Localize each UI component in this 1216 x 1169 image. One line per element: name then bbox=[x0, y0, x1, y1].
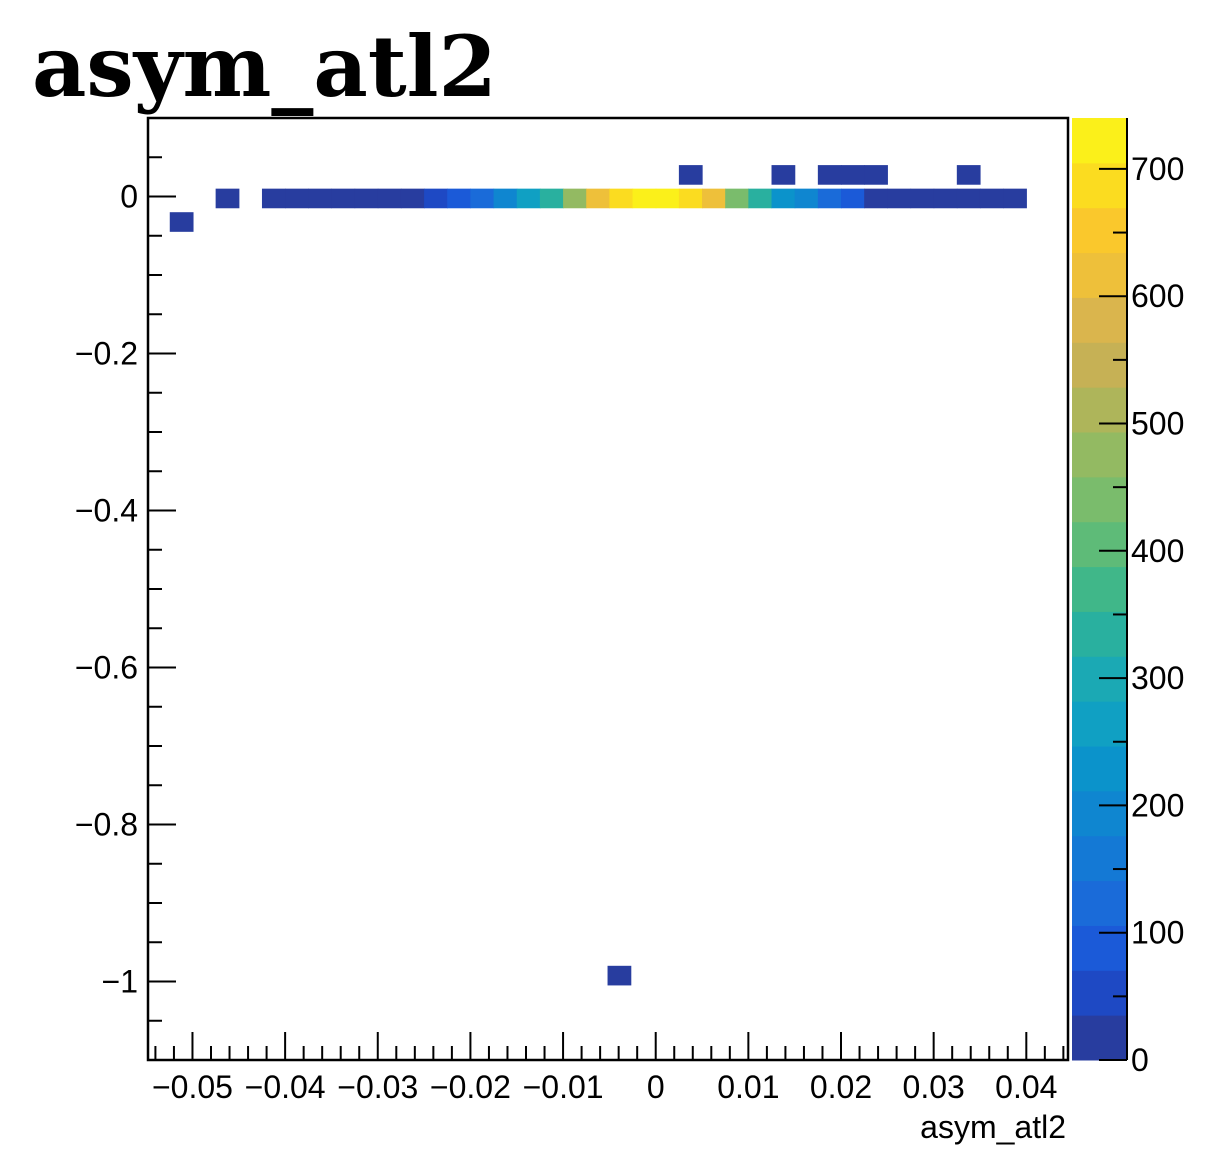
palette-tick-label: 500 bbox=[1131, 406, 1184, 442]
heatmap-cell-28 bbox=[864, 188, 888, 209]
heatmap-cell-36 bbox=[771, 165, 796, 185]
x-tick-label: 0.04 bbox=[995, 1069, 1057, 1105]
palette-band-20 bbox=[1072, 118, 1127, 164]
y-tick-label: −0.4 bbox=[75, 493, 138, 529]
y-tick-label: −0.2 bbox=[75, 336, 138, 372]
chart-title: asym_atl2 bbox=[32, 17, 497, 116]
heatmap-cell-37 bbox=[817, 165, 842, 185]
y-tick-label: −1 bbox=[102, 964, 138, 1000]
x-axis: −0.05 −0.04 −0.03 −0.02 −0.01 0 0.01 0.02 0.03 0.… bbox=[152, 1032, 1065, 1105]
heatmap-cell-29 bbox=[887, 188, 912, 209]
heatmap-cell-2 bbox=[261, 188, 286, 209]
palette-tick-label: 400 bbox=[1131, 533, 1184, 569]
heatmap-cell-24 bbox=[771, 188, 796, 209]
palette-band-7 bbox=[1072, 701, 1127, 747]
heatmap-cell-18 bbox=[632, 188, 657, 209]
x-tick-label: −0.02 bbox=[430, 1069, 511, 1105]
palette-band-1 bbox=[1072, 970, 1127, 1016]
heatmap-cell-21 bbox=[702, 188, 726, 209]
heatmap-cell-26 bbox=[817, 188, 842, 209]
x-axis-label: asym_atl2 bbox=[920, 1109, 1066, 1145]
palette-band-18 bbox=[1072, 207, 1127, 254]
palette-band-11 bbox=[1072, 521, 1127, 568]
palette-band-3 bbox=[1072, 880, 1127, 926]
heatmap-cell-38 bbox=[841, 165, 865, 185]
heatmap-cell-27 bbox=[841, 188, 865, 209]
heatmap-cell-10 bbox=[447, 188, 472, 209]
heatmap-cell-32 bbox=[956, 188, 981, 209]
heatmap-cell-14 bbox=[539, 188, 564, 209]
y-axis-label-group: asym_atl1 bbox=[22, 118, 55, 255]
heatmap-cell-41 bbox=[607, 965, 632, 986]
palette-tick-label: 700 bbox=[1131, 151, 1184, 187]
y-tick-label: 0 bbox=[120, 179, 138, 215]
heatmap-cell-19 bbox=[655, 188, 680, 209]
palette-band-9 bbox=[1072, 611, 1127, 657]
heatmap-cell-35 bbox=[678, 165, 703, 185]
plot-frame bbox=[146, 116, 1070, 1062]
palette-band-4 bbox=[1072, 835, 1127, 882]
heatmap-cell-3 bbox=[285, 188, 309, 209]
y-axis: 0 −0.2 −0.4 −0.6 −0.8 −1 bbox=[75, 117, 176, 1061]
heatmap-cell-13 bbox=[516, 188, 541, 209]
palette-band-6 bbox=[1072, 746, 1127, 792]
x-tick-label: 0.03 bbox=[903, 1069, 965, 1105]
heatmap-cell-31 bbox=[933, 188, 958, 209]
x-tick-label: 0 bbox=[647, 1069, 665, 1105]
heatmap-cell-17 bbox=[609, 188, 634, 209]
heatmap-cell-8 bbox=[400, 188, 425, 209]
heatmap-cell-34 bbox=[1003, 188, 1027, 209]
heatmap-cell-12 bbox=[493, 188, 518, 209]
palette-tick-label: 0 bbox=[1131, 1042, 1149, 1078]
palette-band-14 bbox=[1072, 387, 1127, 433]
palette-band-5 bbox=[1072, 790, 1127, 837]
palette-band-17 bbox=[1072, 252, 1127, 298]
heatmap-cell-16 bbox=[586, 188, 610, 209]
x-tick-label: −0.05 bbox=[152, 1069, 233, 1105]
x-tick-label: −0.04 bbox=[245, 1069, 326, 1105]
heatmap-cell-23 bbox=[748, 188, 773, 209]
heatmap-cell-1 bbox=[215, 188, 240, 209]
palette-band-13 bbox=[1072, 432, 1127, 478]
palette-tick-label: 100 bbox=[1131, 915, 1184, 951]
palette-band-0 bbox=[1072, 1015, 1127, 1061]
heatmap-cell-6 bbox=[354, 188, 379, 209]
x-tick-label: 0.01 bbox=[717, 1069, 779, 1105]
heatmap-cell-22 bbox=[725, 188, 749, 209]
heatmap-cell-39 bbox=[864, 165, 888, 185]
heatmap-cells bbox=[169, 165, 1027, 986]
color-palette: 0 100 200 300 400 500 600 700 bbox=[1072, 118, 1184, 1078]
heatmap-cell-0 bbox=[169, 212, 194, 232]
y-tick-label: −0.8 bbox=[75, 807, 138, 843]
heatmap-cell-7 bbox=[377, 188, 402, 209]
x-tick-label: 0.02 bbox=[810, 1069, 872, 1105]
palette-band-10 bbox=[1072, 566, 1127, 612]
heatmap-cell-4 bbox=[308, 188, 333, 209]
palette-band-16 bbox=[1072, 297, 1127, 343]
y-tick-label: −0.6 bbox=[75, 650, 138, 686]
palette-band-19 bbox=[1072, 162, 1127, 209]
palette-tick-label: 600 bbox=[1131, 278, 1184, 314]
heatmap-cell-20 bbox=[678, 188, 703, 209]
heatmap-cell-11 bbox=[470, 188, 495, 209]
heatmap-cell-30 bbox=[910, 188, 935, 209]
heatmap-cell-33 bbox=[979, 188, 1004, 209]
heatmap-cell-5 bbox=[331, 188, 356, 209]
heatmap-cell-15 bbox=[563, 188, 587, 209]
y-axis-label: asym_atl1 bbox=[22, 118, 55, 255]
heatmap-cell-9 bbox=[424, 188, 448, 209]
palette-band-12 bbox=[1072, 476, 1127, 523]
palette-band-15 bbox=[1072, 342, 1127, 388]
palette-tick-label: 200 bbox=[1131, 787, 1184, 823]
palette-tick-label: 300 bbox=[1131, 660, 1184, 696]
x-tick-label: −0.03 bbox=[337, 1069, 418, 1105]
heatmap-cell-25 bbox=[794, 188, 819, 209]
heatmap-cell-40 bbox=[956, 165, 981, 185]
x-tick-label: −0.01 bbox=[523, 1069, 604, 1105]
